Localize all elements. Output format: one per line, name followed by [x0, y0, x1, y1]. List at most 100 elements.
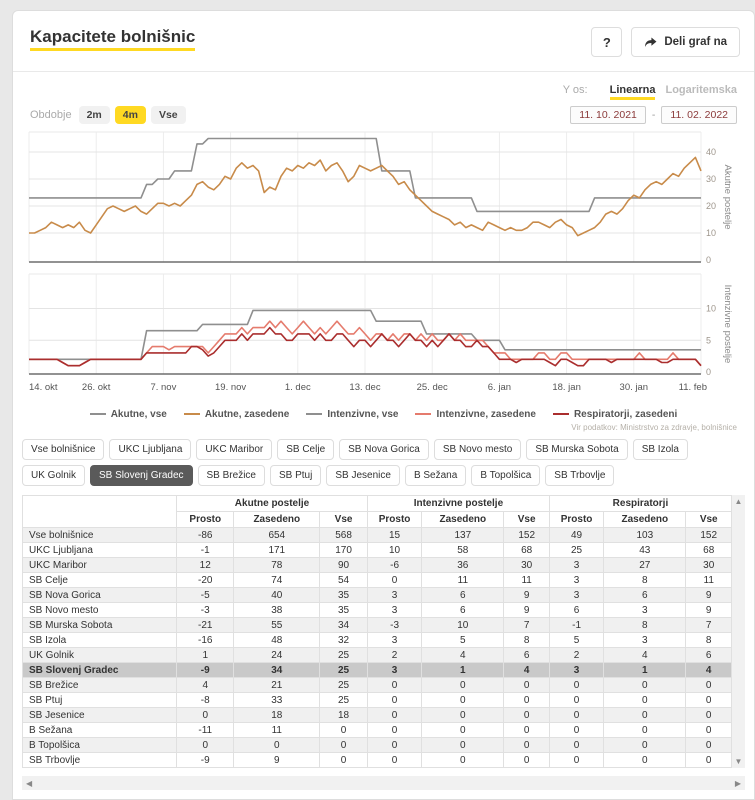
value-cell: 18	[233, 707, 321, 723]
svg-text:7. nov: 7. nov	[150, 382, 176, 393]
scale-option-linearna[interactable]: Linearna	[609, 84, 656, 100]
hospital-name-cell: SB Celje	[21, 572, 178, 588]
scroll-left-icon[interactable]: ◀	[26, 778, 33, 788]
table-row[interactable]: SB Trbovlje -9 9 0 0 0 0 0 0 0	[21, 752, 732, 768]
value-cell: 43	[603, 542, 687, 558]
legend-item: Akutne, vse	[89, 409, 167, 420]
value-cell: 9	[503, 602, 550, 618]
value-cell: 0	[548, 752, 605, 768]
hospital-filter-button[interactable]: SB Jesenice	[326, 465, 400, 486]
value-cell: 3	[366, 602, 423, 618]
value-cell: 7	[685, 617, 732, 633]
hospital-filter-button[interactable]: SB Celje	[277, 439, 335, 460]
hospital-name-cell: UKC Maribor	[21, 557, 178, 573]
value-cell: 40	[233, 587, 321, 603]
value-cell: 6	[685, 647, 732, 663]
table-row[interactable]: SB Slovenj Gradec -9 34 25 3 1 4 3 1 4	[21, 662, 732, 678]
scroll-up-icon[interactable]: ▲	[734, 497, 743, 506]
svg-text:40: 40	[706, 147, 716, 157]
vertical-scrollbar[interactable]: ▲ ▼	[732, 495, 745, 768]
share-button-label: Deli graf na	[664, 36, 727, 48]
table-row[interactable]: SB Novo mesto -3 38 35 3 6 9 6 3 9	[21, 602, 732, 618]
table-row[interactable]: UKC Maribor 12 78 90 -6 36 30 3 27 30	[21, 557, 732, 573]
hospital-filter-button[interactable]: SB Slovenj Gradec	[90, 465, 193, 486]
hospital-filter-button[interactable]: SB Izola	[632, 439, 688, 460]
table-row[interactable]: SB Murska Sobota -21 55 34 -3 10 7 -1 8 7	[21, 617, 732, 633]
hospital-filter-button[interactable]: Vse bolnišnice	[22, 439, 105, 460]
svg-text:20: 20	[706, 201, 716, 211]
value-cell: 34	[233, 662, 321, 678]
help-button[interactable]: ?	[591, 27, 623, 57]
period-option-vse[interactable]: Vse	[150, 106, 186, 124]
header: Kapacitete bolnišnic ? Deli graf na	[13, 11, 754, 57]
value-cell: 68	[503, 542, 550, 558]
value-cell: -3	[366, 617, 423, 633]
table-row[interactable]: SB Jesenice 0 18 18 0 0 0 0 0 0	[21, 707, 732, 723]
hospital-filter-button[interactable]: UKC Maribor	[196, 439, 273, 460]
table-row[interactable]: B Topolšica 0 0 0 0 0 0 0 0 0	[21, 737, 732, 753]
capacity-line-chart[interactable]: 0 10 20 30 40 Akutne postelje 0 5 10 Intenzivne p…	[13, 128, 754, 404]
table-row[interactable]: Vse bolnišnice -86 654 568 15 137 152 49 103 152	[21, 527, 732, 543]
hospital-filters: Vse bolnišnice UKC Ljubljana UKC Maribor SB…	[13, 432, 754, 486]
table-row[interactable]: UK Golnik 1 24 25 2 4 6 2 4 6	[21, 647, 732, 663]
value-cell: 0	[421, 752, 505, 768]
legend-item: Intenzivne, zasedene	[415, 409, 536, 420]
table-row[interactable]: SB Nova Gorica -5 40 35 3 6 9 3 6 9	[21, 587, 732, 603]
axes	[29, 261, 701, 375]
table-sub-header: Zasedeno	[603, 511, 687, 528]
table-row[interactable]: SB Celje -20 74 54 0 11 11 3 8 11	[21, 572, 732, 588]
value-cell: 0	[548, 722, 605, 738]
hospital-filter-button[interactable]: SB Nova Gorica	[339, 439, 429, 460]
value-cell: 55	[233, 617, 321, 633]
svg-text:6. jan: 6. jan	[488, 382, 511, 393]
value-cell: 11	[421, 572, 505, 588]
value-cell: -21	[176, 617, 235, 633]
scale-option-logaritemska[interactable]: Logaritemska	[665, 84, 737, 96]
hospital-filter-button[interactable]: SB Ptuj	[269, 465, 322, 486]
hospital-filter-button[interactable]: SB Trbovlje	[545, 465, 615, 486]
hospital-filter-button[interactable]: SB Brežice	[197, 465, 265, 486]
horizontal-scrollbar[interactable]: ◀ ▶	[22, 776, 745, 790]
scroll-down-icon[interactable]: ▼	[734, 757, 743, 766]
hospital-name-cell: SB Trbovlje	[21, 752, 178, 768]
value-cell: 0	[503, 722, 550, 738]
table-row[interactable]: SB Izola -16 48 32 3 5 8 5 3 8	[21, 632, 732, 648]
chart-area[interactable]: 0 10 20 30 40 Akutne postelje 0 5 10 Intenzivne p…	[13, 128, 754, 409]
value-cell: 9	[233, 752, 321, 768]
value-cell: 74	[233, 572, 321, 588]
date-from-input[interactable]: 11. 10. 2021	[570, 106, 646, 124]
hospital-filter-button[interactable]: UKC Ljubljana	[109, 439, 192, 460]
hospital-filter-button[interactable]: SB Novo mesto	[433, 439, 522, 460]
value-cell: -1	[176, 542, 235, 558]
hospital-filter-button[interactable]: B Sežana	[404, 465, 467, 486]
legend-label: Intenzivne, zasedene	[436, 409, 536, 420]
period-option-2m[interactable]: 2m	[78, 106, 110, 124]
legend-label: Akutne, vse	[110, 409, 167, 420]
value-cell: 2	[366, 647, 423, 663]
date-to-input[interactable]: 11. 02. 2022	[661, 106, 737, 124]
value-cell: 5	[421, 632, 505, 648]
svg-text:14. okt: 14. okt	[29, 382, 58, 393]
period-row: Obdobje 2m 4m Vse 11. 10. 2021 - 11. 02. 2…	[13, 96, 754, 124]
y-axis-scale-row: Y os: Linearna Logaritemska	[13, 72, 754, 100]
value-cell: 5	[548, 632, 605, 648]
scroll-right-icon[interactable]: ▶	[734, 778, 741, 788]
value-cell: 4	[685, 662, 732, 678]
header-buttons: ? Deli graf na	[591, 27, 740, 57]
value-cell: 25	[319, 647, 368, 663]
value-cell: 6	[421, 602, 505, 618]
value-cell: 1	[421, 662, 505, 678]
table-group-header: Akutne postelje	[176, 495, 368, 512]
share-button[interactable]: Deli graf na	[631, 27, 740, 57]
hospital-filter-button[interactable]: B Topolšica	[471, 465, 541, 486]
hospital-filter-button[interactable]: SB Murska Sobota	[526, 439, 628, 460]
table-row[interactable]: SB Brežice 4 21 25 0 0 0 0 0 0	[21, 677, 732, 693]
table-row[interactable]: B Sežana -11 11 0 0 0 0 0 0 0	[21, 722, 732, 738]
table-sub-header: Vse	[685, 511, 732, 528]
hospital-filter-button[interactable]: UK Golnik	[22, 465, 86, 486]
legend-line-swatch	[415, 413, 432, 416]
table-row[interactable]: UKC Ljubljana -1 171 170 10 58 68 25 43 68	[21, 542, 732, 558]
table-row[interactable]: SB Ptuj -8 33 25 0 0 0 0 0 0	[21, 692, 732, 708]
value-cell: 0	[548, 677, 605, 693]
period-option-4m[interactable]: 4m	[114, 106, 146, 124]
